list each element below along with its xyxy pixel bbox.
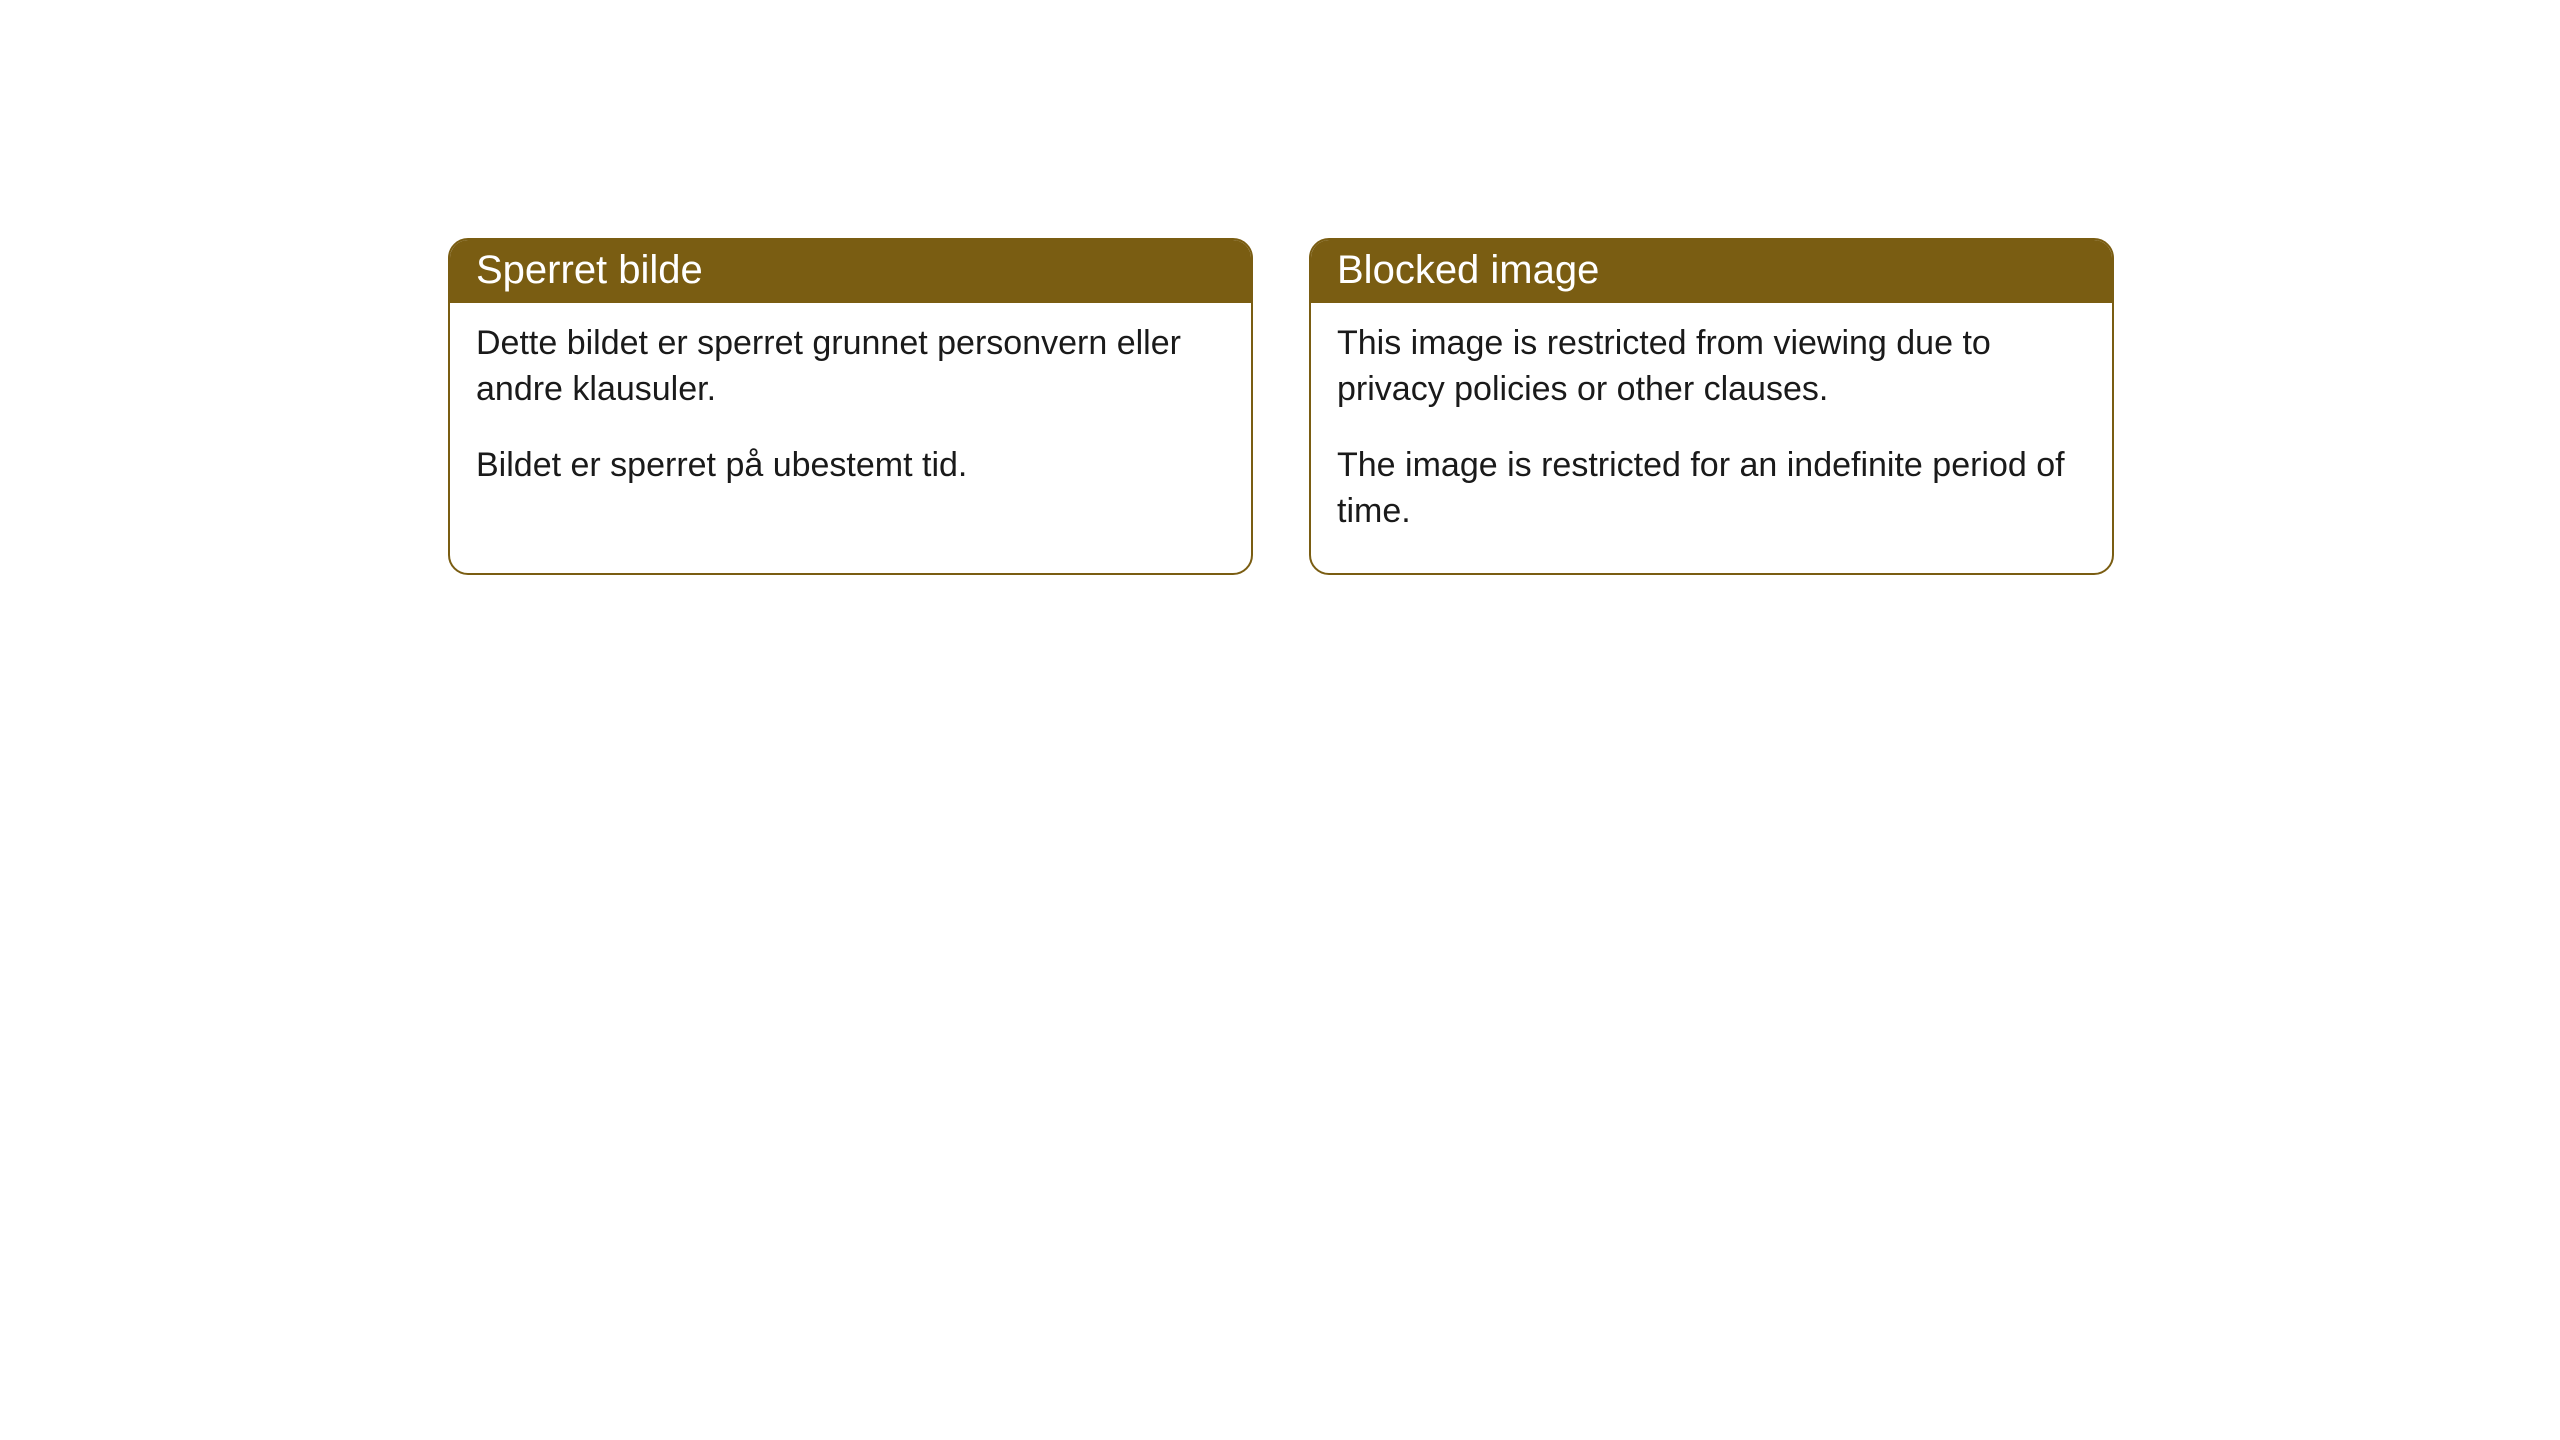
card-paragraph: The image is restricted for an indefinit… — [1337, 443, 2086, 535]
blocked-image-card-norwegian: Sperret bilde Dette bildet er sperret gr… — [448, 238, 1253, 575]
notice-cards-container: Sperret bilde Dette bildet er sperret gr… — [0, 0, 2560, 575]
blocked-image-card-english: Blocked image This image is restricted f… — [1309, 238, 2114, 575]
card-title: Blocked image — [1311, 240, 2112, 303]
card-paragraph: This image is restricted from viewing du… — [1337, 321, 2086, 413]
card-paragraph: Dette bildet er sperret grunnet personve… — [476, 321, 1225, 413]
card-body: Dette bildet er sperret grunnet personve… — [450, 303, 1251, 527]
card-paragraph: Bildet er sperret på ubestemt tid. — [476, 443, 1225, 489]
card-body: This image is restricted from viewing du… — [1311, 303, 2112, 573]
card-title: Sperret bilde — [450, 240, 1251, 303]
